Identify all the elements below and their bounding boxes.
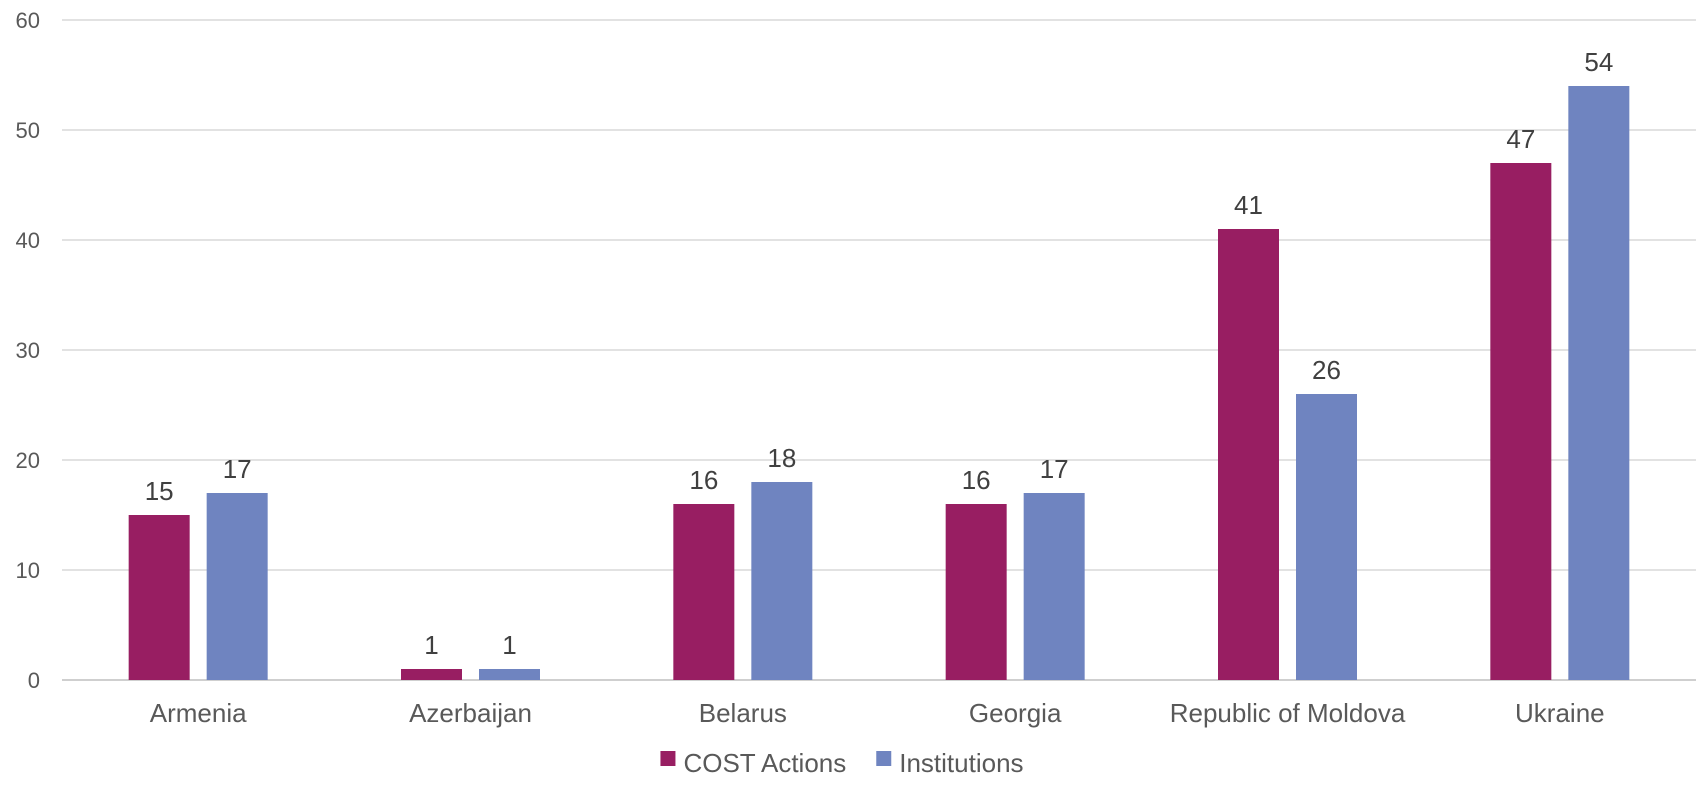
data-label: 41 — [1234, 190, 1263, 220]
data-label: 54 — [1584, 47, 1613, 77]
y-tick-label: 40 — [16, 228, 40, 253]
x-axis-category-labels: Armenia Azerbaijan Belarus Georgia Republic … — [150, 698, 1605, 728]
data-label: 15 — [145, 476, 174, 506]
y-tick-label: 60 — [16, 8, 40, 33]
x-category-label: Republic of Moldova — [1170, 698, 1406, 728]
bars — [128, 86, 1630, 680]
bar-institutions-belarus — [751, 482, 813, 680]
data-label: 26 — [1312, 355, 1341, 385]
data-label: 16 — [689, 465, 718, 495]
data-label: 1 — [424, 630, 438, 660]
bar-cost-actions-republic-of-moldova — [1218, 229, 1279, 680]
legend-swatch — [876, 751, 892, 766]
data-label: 17 — [223, 454, 252, 484]
bar-cost-actions-belarus — [673, 504, 735, 680]
legend-item: Institutions — [876, 748, 1024, 778]
bar-cost-actions-azerbaijan — [401, 669, 462, 680]
x-category-label: Azerbaijan — [409, 698, 532, 728]
legend: COST Actions Institutions — [660, 748, 1024, 778]
y-tick-label: 30 — [16, 338, 40, 363]
y-axis-tick-labels: 0 10 20 30 40 50 60 — [16, 8, 40, 693]
legend-label: Institutions — [899, 748, 1023, 778]
y-tick-label: 10 — [16, 558, 40, 583]
data-label: 18 — [767, 443, 796, 473]
bar-cost-actions-ukraine — [1490, 163, 1552, 680]
y-tick-label: 0 — [28, 668, 40, 693]
bar-institutions-georgia — [1023, 493, 1085, 680]
x-category-label: Belarus — [699, 698, 787, 728]
bar-institutions-republic-of-moldova — [1296, 394, 1357, 680]
data-labels: 15 17 1 1 16 18 16 17 41 26 47 54 — [145, 47, 1614, 660]
data-label: 17 — [1040, 454, 1069, 484]
data-label: 47 — [1506, 124, 1535, 154]
bar-institutions-armenia — [206, 493, 268, 680]
x-category-label: Georgia — [969, 698, 1062, 728]
y-tick-label: 50 — [16, 118, 40, 143]
x-category-label: Armenia — [150, 698, 247, 728]
bar-cost-actions-georgia — [945, 504, 1007, 680]
legend-swatch — [660, 751, 676, 766]
bar-cost-actions-armenia — [128, 515, 190, 680]
data-label: 16 — [962, 465, 991, 495]
bar-institutions-azerbaijan — [479, 669, 540, 680]
bar-institutions-ukraine — [1568, 86, 1630, 680]
legend-item: COST Actions — [660, 748, 846, 778]
gridlines — [62, 19, 1696, 681]
x-category-label: Ukraine — [1515, 698, 1605, 728]
legend-label: COST Actions — [683, 748, 846, 778]
y-tick-label: 20 — [16, 448, 40, 473]
data-label: 1 — [502, 630, 516, 660]
